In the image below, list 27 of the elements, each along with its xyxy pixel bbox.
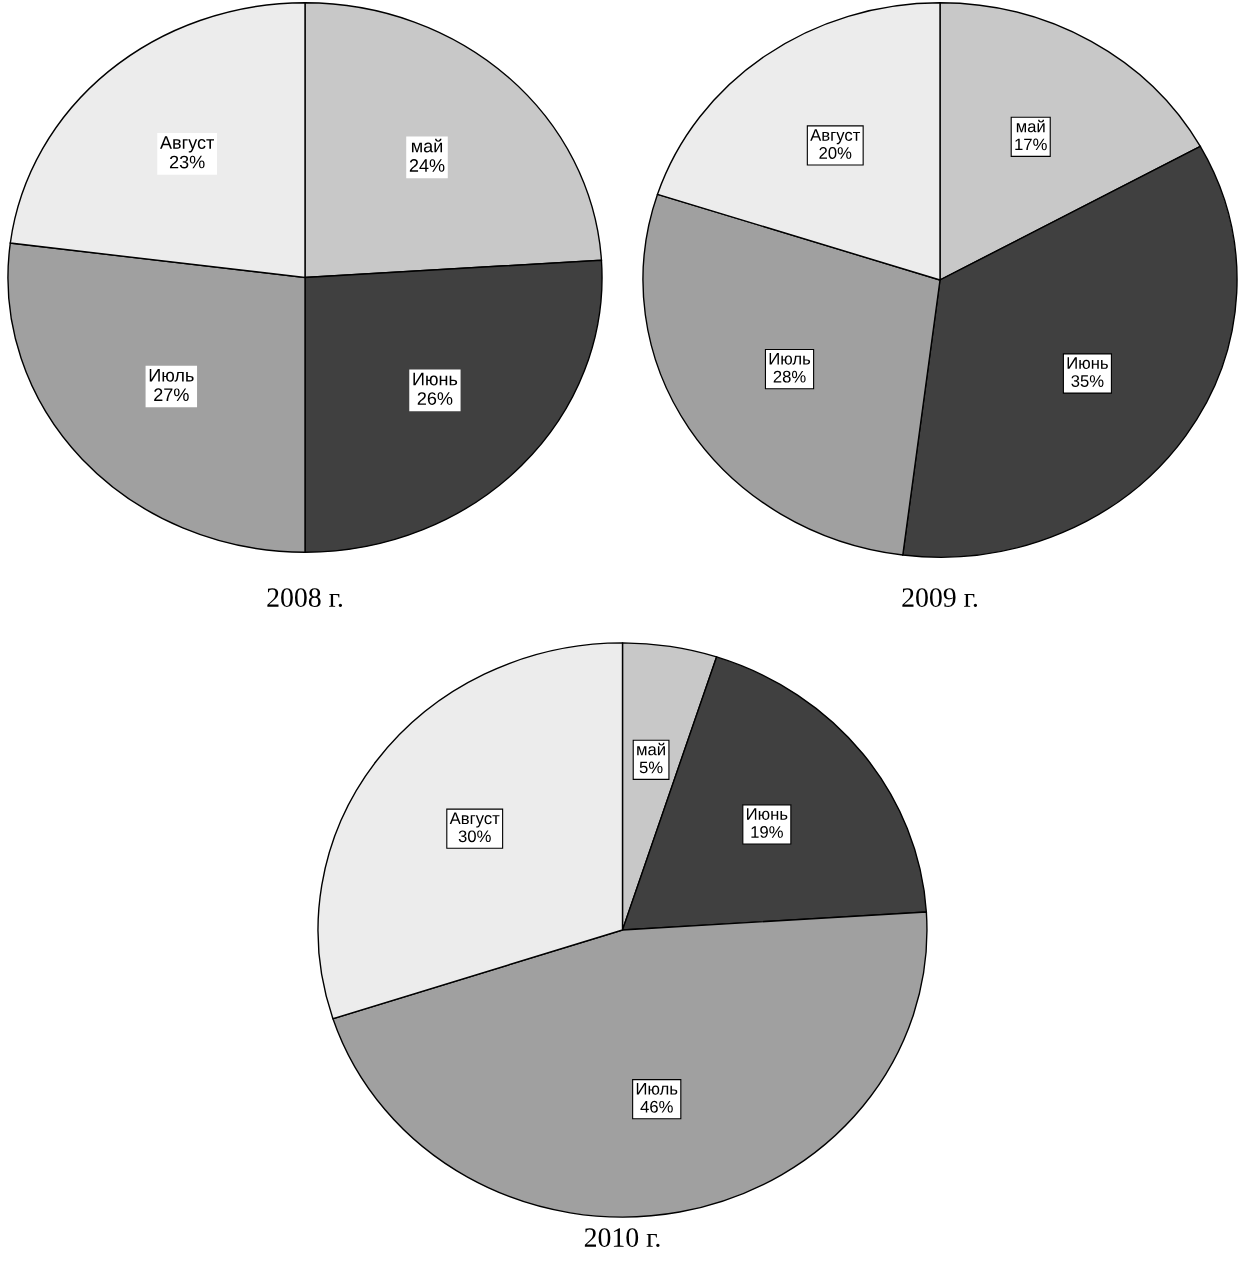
- slice-label: Август: [810, 129, 861, 145]
- slice-label: Июнь: [1067, 357, 1108, 369]
- data-label: 20%: [819, 147, 852, 159]
- data-label: 19%: [751, 826, 783, 838]
- text: 2008 г.: [267, 588, 343, 608]
- data-label: 23%: [169, 155, 205, 169]
- slice-label: Июнь: [413, 372, 458, 386]
- slice-label: Июль: [636, 1083, 678, 1095]
- data-label: 24%: [409, 159, 445, 172]
- text: 2010 г.: [584, 1228, 660, 1248]
- slice-label: май: [411, 138, 443, 153]
- slice-label: Июль: [149, 369, 194, 382]
- data-label: 28%: [773, 370, 806, 383]
- data-label: 5%: [639, 761, 663, 774]
- data-label: 46%: [640, 1100, 673, 1113]
- slice-label: Июнь: [747, 808, 788, 820]
- data-label: 35%: [1071, 375, 1104, 387]
- slice-label: май: [637, 742, 665, 756]
- slice-label: Август: [449, 812, 500, 828]
- data-label: 26%: [417, 392, 453, 405]
- slice-label: май: [1016, 119, 1045, 133]
- data-label: 30%: [458, 830, 491, 843]
- data-label: 17%: [1015, 138, 1047, 151]
- text: 2009 г.: [902, 588, 978, 608]
- slice-label: Июль: [769, 353, 811, 365]
- slice-label: Август: [160, 136, 215, 153]
- data-label: 27%: [154, 388, 189, 402]
